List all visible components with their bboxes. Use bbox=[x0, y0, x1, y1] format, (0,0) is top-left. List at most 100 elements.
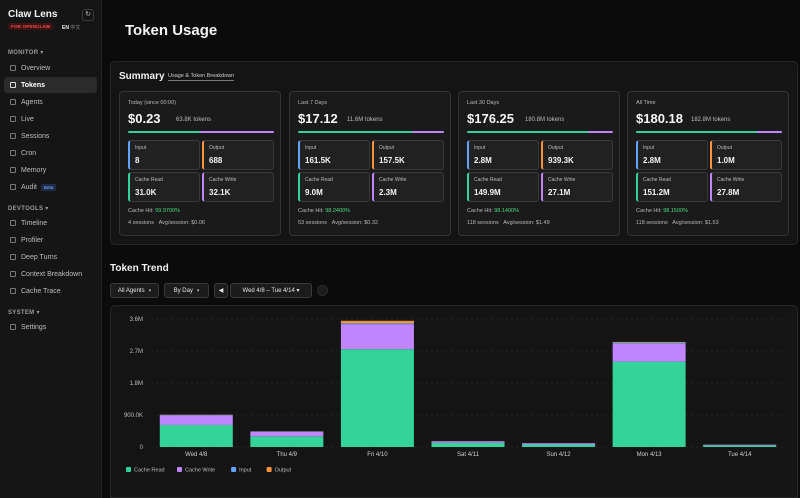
card-footer: 118 sessions Avg/session: $1.53 bbox=[636, 220, 719, 226]
metric-value: 27.1M bbox=[548, 188, 571, 197]
summary-subtitle[interactable]: Usage & Token Breakdown bbox=[168, 73, 235, 81]
nav-overview[interactable]: Overview bbox=[4, 60, 97, 76]
bar-segment bbox=[159, 424, 233, 447]
card-period: All Time bbox=[636, 100, 656, 106]
metric-label: Input bbox=[135, 145, 147, 151]
legend-label: Input bbox=[239, 468, 252, 474]
metric-value: 9.0M bbox=[305, 188, 323, 197]
refresh-icon: ↻ bbox=[85, 11, 91, 18]
nav-cache-trace[interactable]: Cache Trace bbox=[4, 283, 97, 299]
nav-sessions[interactable]: Sessions bbox=[4, 128, 97, 144]
cache-read-share bbox=[128, 131, 200, 133]
nav-live[interactable]: Live bbox=[4, 111, 97, 127]
cache-hit-value: 99.9700% bbox=[155, 208, 180, 214]
nav-profiler[interactable]: Profiler bbox=[4, 232, 97, 248]
metric-value: 149.9M bbox=[474, 188, 501, 197]
summary-card: Last 7 Days $17.12 11.6M tokens Input 161.5K… bbox=[289, 91, 451, 236]
avg-per-session: Avg/session: $1.49 bbox=[503, 220, 550, 226]
legend-label: Cache Write bbox=[185, 468, 215, 474]
audit-icon bbox=[10, 184, 16, 190]
metric-label: Cache Write bbox=[379, 177, 407, 183]
metric-value: 1.0M bbox=[717, 156, 735, 165]
bar-segment bbox=[522, 444, 596, 447]
deep-turns-icon bbox=[10, 254, 16, 260]
prev-range-button[interactable]: ◀ bbox=[214, 283, 228, 298]
bar-segment bbox=[340, 349, 414, 447]
section-system[interactable]: SYSTEM ▾ bbox=[8, 310, 40, 316]
bar-segment bbox=[250, 431, 324, 437]
metric-label: Cache Read bbox=[305, 177, 333, 183]
cache-hit-value: 98.1400% bbox=[494, 208, 519, 214]
x-tick-label: Mon 4/13 bbox=[637, 452, 663, 458]
nav-cron[interactable]: Cron bbox=[4, 145, 97, 161]
y-tick-label: 900.0K bbox=[124, 413, 143, 419]
metric-label: Cache Read bbox=[135, 177, 163, 183]
metric-label: Output bbox=[209, 145, 225, 151]
metric-cache-write: Cache Write 32.1K bbox=[202, 172, 274, 202]
cache-share-bar bbox=[636, 131, 782, 133]
bar-segment bbox=[340, 324, 414, 350]
card-footer: 53 sessions Avg/session: $0.32 bbox=[298, 220, 378, 226]
context-breakdown-icon bbox=[10, 271, 16, 277]
nav-memory[interactable]: Memory bbox=[4, 162, 97, 178]
cache-share-bar bbox=[298, 131, 444, 133]
session-count: 53 sessions bbox=[298, 220, 328, 226]
cache-hit: Cache Hit: 99.9700% bbox=[128, 208, 180, 214]
x-tick-label: Sat 4/11 bbox=[457, 452, 480, 458]
metric-input: Input 2.8M bbox=[636, 140, 708, 170]
section-monitor[interactable]: MONITOR ▾ bbox=[8, 50, 44, 56]
metric-value: 2.8M bbox=[643, 156, 661, 165]
metric-label: Cache Read bbox=[643, 177, 671, 183]
language-toggle[interactable]: EN 中文 bbox=[62, 24, 80, 31]
session-count: 4 sessions bbox=[128, 220, 154, 226]
nav-timeline[interactable]: Timeline bbox=[4, 215, 97, 231]
bar-segment bbox=[612, 343, 686, 362]
metric-label: Output bbox=[379, 145, 395, 151]
token-trend-chart-panel: 0 900.0K 1.8M 2.7M 3.6M Wed 4/8 Thu 4/9 Fri 4/1… bbox=[110, 305, 798, 498]
nav-agents[interactable]: Agents bbox=[4, 94, 97, 110]
bar-segment bbox=[522, 443, 596, 445]
nav-context-breakdown[interactable]: Context Breakdown bbox=[4, 266, 97, 282]
avg-per-session: Avg/session: $0.06 bbox=[158, 220, 205, 226]
group-by-select[interactable]: By Day ▾ bbox=[164, 283, 209, 298]
nav-settings[interactable]: Settings bbox=[4, 319, 97, 335]
metric-value: 27.8M bbox=[717, 188, 740, 197]
metric-cache-read: Cache Read 31.0K bbox=[128, 172, 200, 202]
settings-icon bbox=[10, 324, 16, 330]
cache-read-share bbox=[467, 131, 589, 133]
date-range-picker[interactable]: Wed 4/8 – Tue 4/14 ▾ bbox=[230, 283, 312, 298]
metric-cache-read: Cache Read 149.9M bbox=[467, 172, 539, 202]
next-range-button[interactable] bbox=[317, 285, 328, 296]
nav-deep-turns[interactable]: Deep Turns bbox=[4, 249, 97, 265]
timeline-icon bbox=[10, 220, 16, 226]
legend-swatch bbox=[266, 467, 272, 472]
metric-label: Output bbox=[548, 145, 564, 151]
metric-label: Input bbox=[474, 145, 486, 151]
y-tick-label: 1.8M bbox=[130, 381, 143, 387]
bar-segment bbox=[431, 441, 505, 443]
metric-input: Input 2.8M bbox=[467, 140, 539, 170]
lang-en[interactable]: EN bbox=[62, 25, 69, 31]
card-footer: 118 sessions Avg/session: $1.49 bbox=[467, 220, 550, 226]
session-count: 118 sessions bbox=[467, 220, 499, 226]
chevron-down-icon: ▾ bbox=[296, 288, 300, 294]
agents-select[interactable]: All Agents ▾ bbox=[110, 283, 159, 298]
card-tokens: 180.8M tokens bbox=[525, 117, 565, 123]
card-cost: $0.23 bbox=[128, 111, 161, 126]
card-footer: 4 sessions Avg/session: $0.06 bbox=[128, 220, 205, 226]
nav-audit[interactable]: Audit Beta bbox=[4, 179, 97, 195]
card-cost: $176.25 bbox=[467, 111, 514, 126]
chevron-down-icon: ▾ bbox=[148, 287, 152, 294]
metric-label: Cache Write bbox=[717, 177, 745, 183]
metric-label: Output bbox=[717, 145, 733, 151]
chevron-down-icon: ▾ bbox=[196, 287, 200, 294]
x-tick-label: Fri 4/10 bbox=[367, 452, 388, 458]
cache-hit-value: 98.2400% bbox=[325, 208, 350, 214]
nav-tokens[interactable]: Tokens bbox=[4, 77, 97, 93]
summary-card: Last 30 Days $176.25 180.8M tokens Input 2.8… bbox=[458, 91, 620, 236]
section-devtools[interactable]: DEVTOOLS ▾ bbox=[8, 206, 49, 212]
lang-zh[interactable]: 中文 bbox=[70, 25, 81, 31]
avg-per-session: Avg/session: $1.53 bbox=[672, 220, 719, 226]
refresh-button[interactable]: ↻ bbox=[82, 9, 94, 21]
cache-trace-icon bbox=[10, 288, 16, 294]
